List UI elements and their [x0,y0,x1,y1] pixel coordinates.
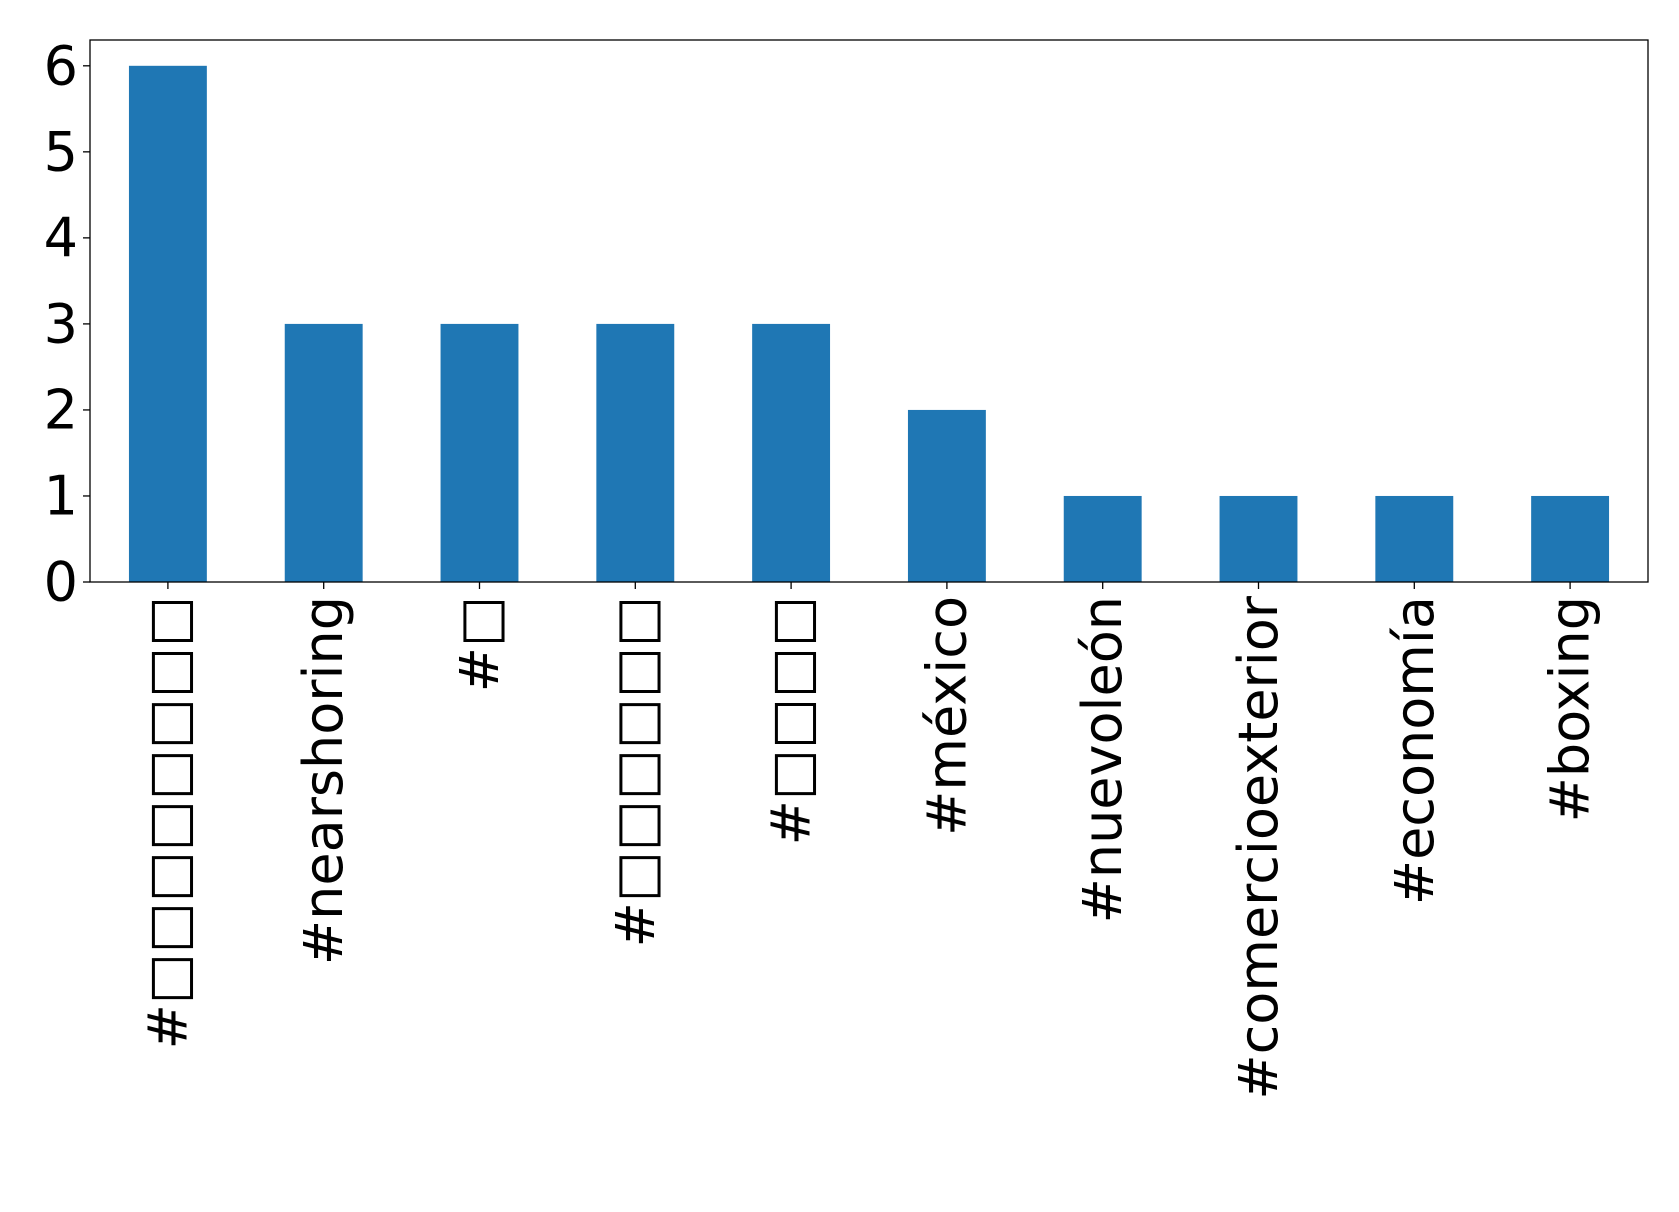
bar-5 [907,409,986,582]
x-tick-label: #comercioexterior [1227,595,1290,1099]
y-tick-label: 0 [44,551,78,614]
bar-4 [752,323,831,582]
x-tick-label: #□□□□ [760,596,823,845]
y-tick-label: 3 [44,292,78,355]
bar-1 [284,323,363,582]
bar-0 [128,65,207,583]
bar-3 [596,323,675,582]
x-tick-label: #méxico [915,596,978,836]
x-tick-label: #boxing [1539,596,1602,822]
bar-7 [1219,495,1298,582]
y-tick-label: 2 [44,378,78,441]
y-tick-label: 1 [44,464,78,527]
x-tick-label: #□□□□□□□□ [136,596,199,1049]
x-tick-label: #nuevoleón [1071,596,1134,923]
x-tick-label: #economía [1383,596,1446,905]
bar-8 [1375,495,1454,582]
x-axis: #□□□□□□□□ #nearshoring #□ #□□□□□□ #□□□□ #méxi… [136,582,1602,1100]
bar-2 [440,323,519,582]
x-tick-label: #nearshoring [292,596,355,965]
bars-group [128,65,1610,583]
y-tick-label: 6 [44,34,78,97]
y-tick-label: 4 [44,206,78,269]
plot-frame [89,39,1649,583]
bar-9 [1531,495,1610,582]
y-tick-label: 5 [44,120,78,183]
x-tick-label: #□□□□□□ [604,596,667,947]
bar-6 [1063,495,1142,582]
y-axis: 0 1 2 3 4 5 6 [44,34,90,614]
x-tick-label: #□ [448,596,511,692]
